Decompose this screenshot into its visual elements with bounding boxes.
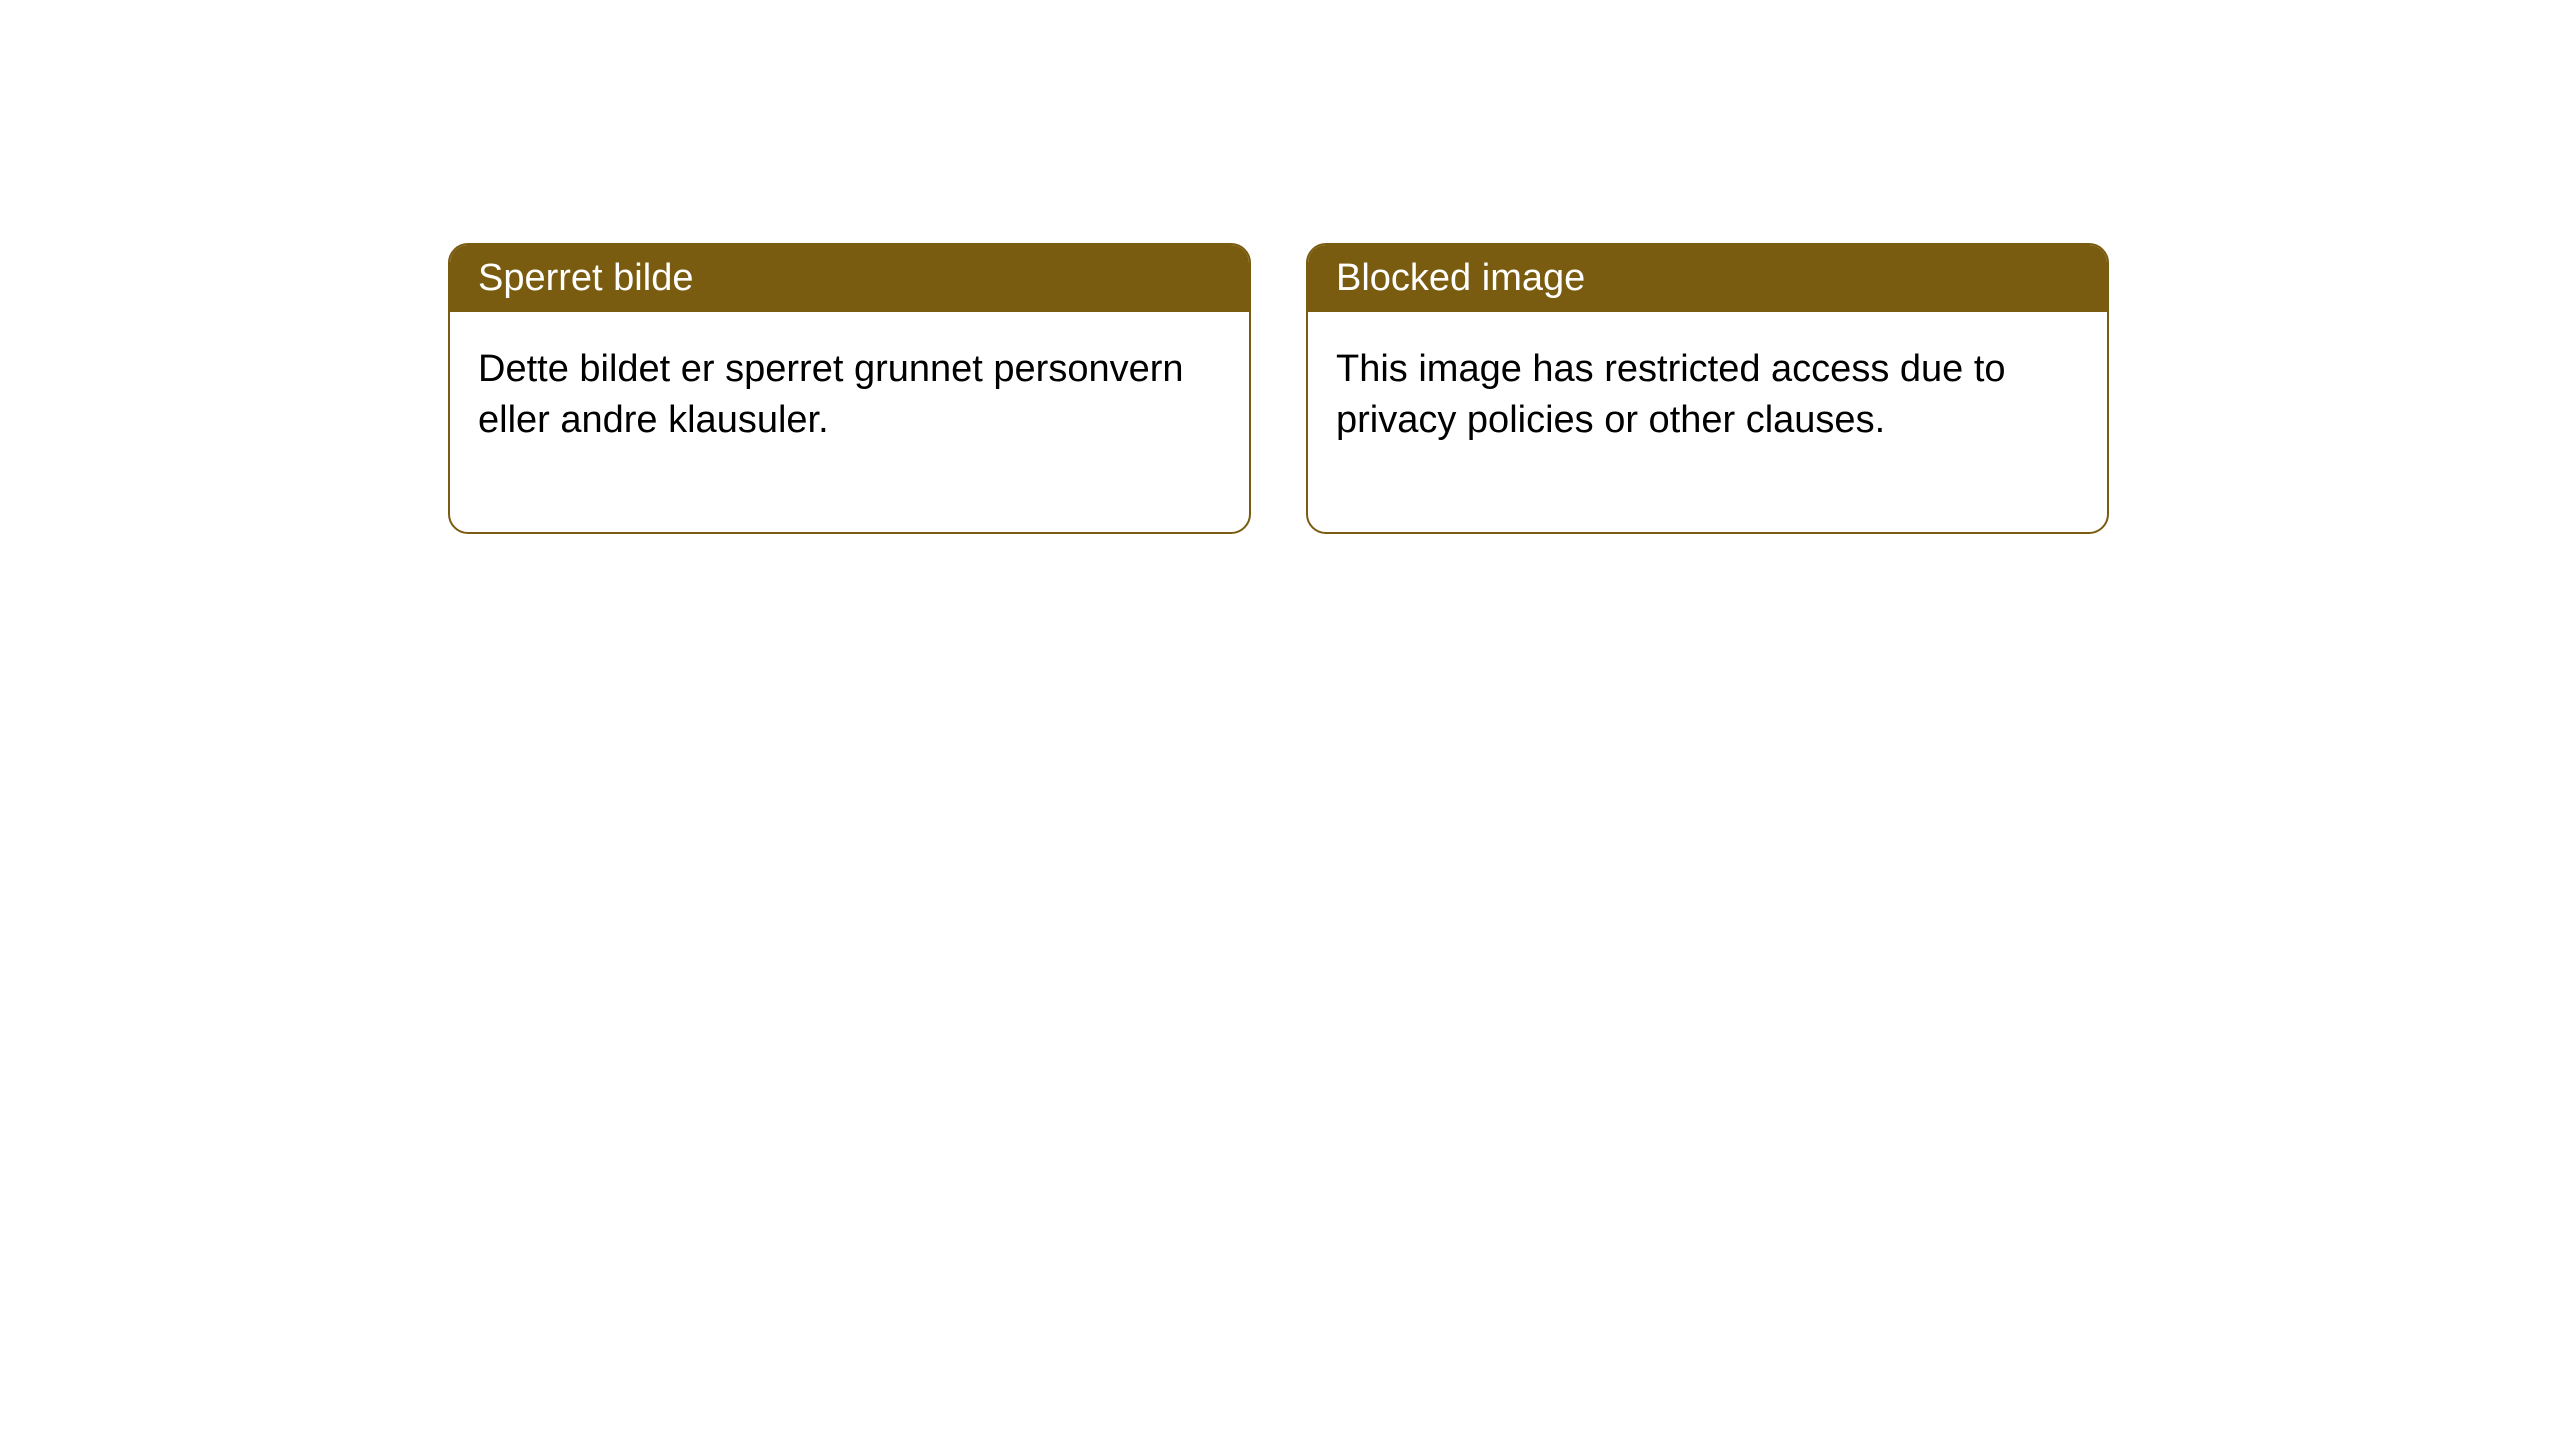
cards-container: Sperret bilde Dette bildet er sperret gr…: [0, 0, 2560, 534]
blocked-image-card-en: Blocked image This image has restricted …: [1306, 243, 2109, 534]
card-header: Blocked image: [1308, 245, 2107, 312]
card-body: Dette bildet er sperret grunnet personve…: [450, 312, 1249, 532]
card-body-text: This image has restricted access due to …: [1336, 348, 2006, 441]
card-title: Blocked image: [1336, 257, 1585, 299]
blocked-image-card-no: Sperret bilde Dette bildet er sperret gr…: [448, 243, 1251, 534]
card-body: This image has restricted access due to …: [1308, 312, 2107, 532]
card-body-text: Dette bildet er sperret grunnet personve…: [478, 348, 1184, 441]
card-header: Sperret bilde: [450, 245, 1249, 312]
card-title: Sperret bilde: [478, 257, 693, 299]
